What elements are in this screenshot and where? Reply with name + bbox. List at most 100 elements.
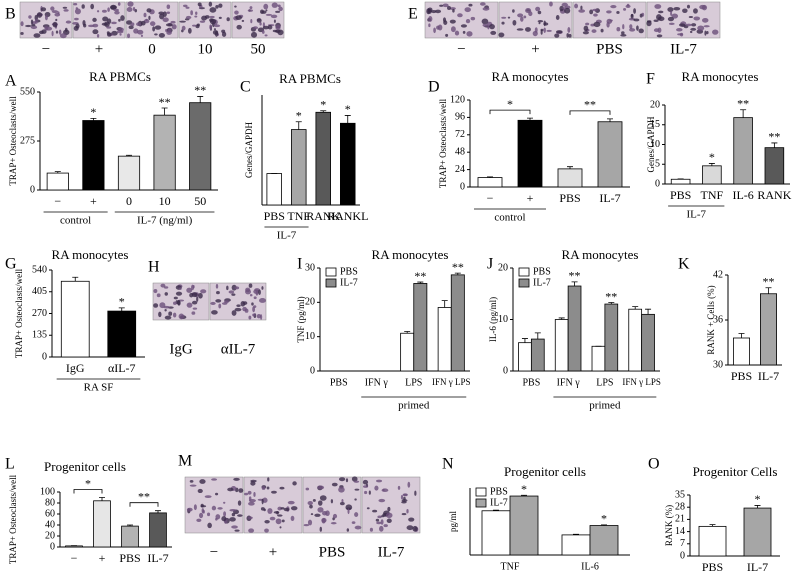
cell xyxy=(267,477,270,482)
chart-title: RA monocytes xyxy=(372,247,449,262)
cell xyxy=(182,4,188,8)
cell xyxy=(657,27,662,33)
cell xyxy=(163,286,169,289)
x-tick-label: LPS xyxy=(596,377,613,388)
image-label: + xyxy=(95,41,103,57)
cell xyxy=(591,29,597,33)
cell xyxy=(116,30,124,34)
cell xyxy=(158,11,164,15)
cell xyxy=(620,33,627,37)
cell xyxy=(75,23,80,29)
cell xyxy=(192,24,197,27)
cell xyxy=(354,498,357,501)
cell xyxy=(275,518,282,525)
y-tick-label: 72 xyxy=(455,129,465,140)
error-bar xyxy=(454,272,461,275)
cell xyxy=(63,9,69,12)
cell xyxy=(210,301,216,305)
significance: ** xyxy=(605,289,617,303)
cell xyxy=(686,4,691,9)
cell xyxy=(133,28,139,34)
cell xyxy=(303,524,309,527)
y-tick-label: 10 xyxy=(650,139,660,150)
cell xyxy=(261,30,265,34)
cell xyxy=(92,17,97,23)
cell xyxy=(234,5,237,8)
cell xyxy=(454,30,460,36)
y-tick-label: 0 xyxy=(310,365,315,376)
legend-label: PBS xyxy=(490,486,508,497)
x-tick-label: 0 xyxy=(126,194,132,208)
error-bar xyxy=(197,96,204,103)
x-tick-label: PBS xyxy=(119,551,140,565)
cell xyxy=(280,507,285,510)
cell xyxy=(164,309,167,312)
cell xyxy=(127,33,131,39)
cell xyxy=(351,521,356,525)
significance: * xyxy=(521,482,527,496)
error-bar xyxy=(607,118,613,122)
panel-letter: L xyxy=(5,456,15,473)
y-axis-label: TRAP+ Osteoclasts/well xyxy=(14,268,24,358)
cell xyxy=(188,27,192,34)
error-bar xyxy=(487,176,493,178)
cell xyxy=(31,23,36,27)
cell xyxy=(158,33,166,38)
error-bar xyxy=(567,166,573,169)
cell xyxy=(449,7,456,10)
panel-letter: J xyxy=(487,256,493,273)
y-tick-label: 20 xyxy=(45,530,55,541)
cell xyxy=(74,8,81,15)
cell xyxy=(234,307,242,312)
cell xyxy=(114,10,120,15)
cell xyxy=(186,507,193,512)
cell xyxy=(616,27,621,32)
cell xyxy=(564,7,571,14)
x-tick-label: LPS xyxy=(405,377,422,388)
cell xyxy=(397,485,401,490)
error-bar xyxy=(54,171,61,174)
cell xyxy=(55,30,59,34)
cell xyxy=(261,498,264,505)
error-bar xyxy=(601,524,607,526)
cell xyxy=(259,22,262,26)
image-label: + xyxy=(531,41,539,57)
bar xyxy=(764,147,785,185)
cell xyxy=(639,13,643,18)
y-tick-label: 7 xyxy=(680,538,685,549)
bar xyxy=(450,274,465,372)
cell xyxy=(247,490,252,495)
legend-label: IL-7 xyxy=(340,277,358,288)
cell xyxy=(407,481,411,488)
cell xyxy=(189,292,194,298)
cell xyxy=(317,507,324,513)
cell xyxy=(263,3,269,10)
cell xyxy=(119,33,122,36)
cell xyxy=(248,528,255,533)
y-tick-label: 20 xyxy=(305,297,315,308)
cell xyxy=(678,23,686,27)
cell xyxy=(207,522,212,529)
cell xyxy=(378,498,386,503)
y-tick-label: 0 xyxy=(30,184,35,195)
cell xyxy=(158,311,162,318)
cell xyxy=(33,33,41,38)
error-bar xyxy=(573,533,579,535)
cell xyxy=(44,25,49,31)
cell xyxy=(567,27,571,33)
bracket xyxy=(489,109,531,115)
cell xyxy=(36,12,43,18)
bar xyxy=(567,285,582,372)
cell xyxy=(200,505,207,508)
y-tick-label: 270 xyxy=(32,308,47,319)
cell xyxy=(593,21,601,28)
cell xyxy=(354,512,359,517)
bar xyxy=(589,525,619,556)
cell xyxy=(149,21,156,27)
error-bar xyxy=(127,524,133,527)
cell xyxy=(270,14,278,19)
cell xyxy=(227,487,234,492)
cell xyxy=(154,25,162,30)
y-tick-label: 14 xyxy=(675,526,685,537)
cell xyxy=(252,26,259,30)
